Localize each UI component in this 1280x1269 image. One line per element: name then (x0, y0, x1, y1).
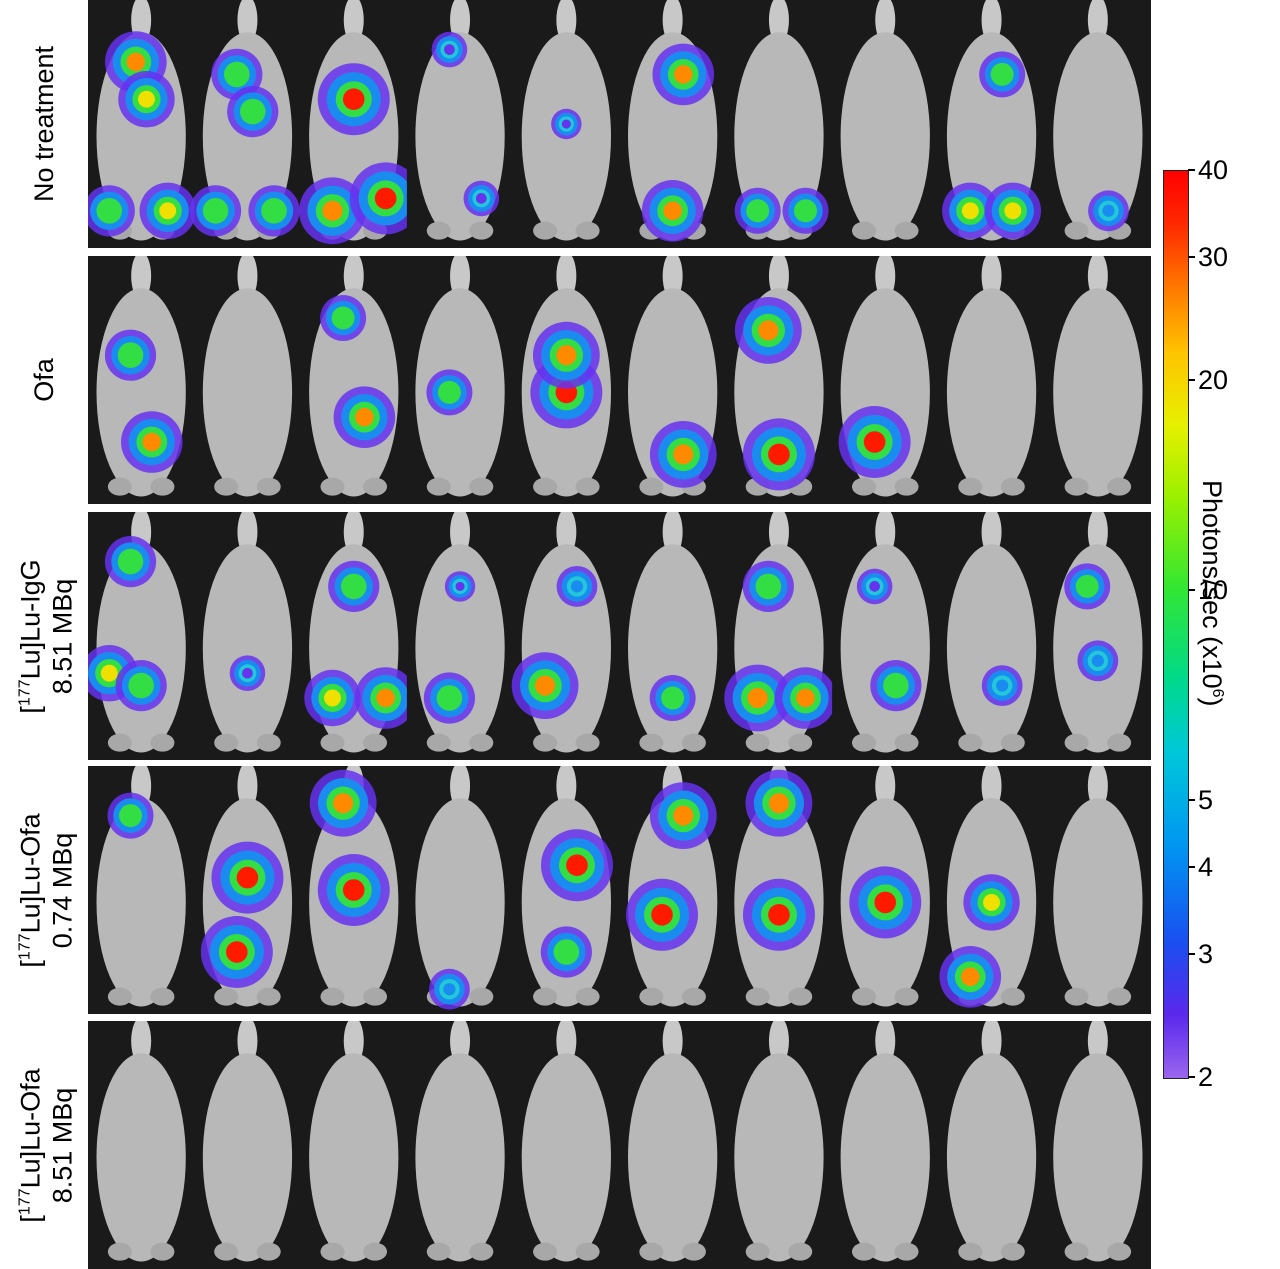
row-label-line1: [177Lu]Lu-Ofa (15, 812, 46, 968)
colorbar-tick-label: 3 (1198, 939, 1214, 970)
mouse-image (189, 0, 300, 248)
mouse-image (300, 766, 405, 1014)
row-label-lu-ofa-low: [177Lu]Lu-Ofa 0.74 MBq (0, 766, 88, 1014)
mouse-image (1044, 766, 1149, 1014)
mouse-image (832, 256, 937, 504)
image-panel-lu-ofa-high (88, 1021, 1151, 1269)
mouse-image (725, 1021, 831, 1269)
mouse-image (88, 1021, 193, 1269)
mouse-image (938, 512, 1043, 760)
mouse-image (513, 766, 618, 1014)
mouse-image (725, 256, 831, 504)
colorbar-tick (1188, 866, 1195, 869)
row-label-text: Ofa (29, 358, 59, 402)
mouse-image (406, 512, 512, 760)
colorbar-tick-label: 2 (1198, 1062, 1214, 1092)
colorbar-tick-label: 20 (1198, 364, 1229, 395)
colorbar-tick-label: 10 (1198, 574, 1229, 605)
colorbar-tick (1188, 169, 1195, 171)
mouse-image (194, 766, 299, 1014)
mouse-image (938, 766, 1043, 1014)
mouse-image (513, 1021, 618, 1269)
mouse-strip (88, 0, 1149, 248)
colorbar-tick-label: 5 (1198, 784, 1214, 815)
mouse-image (1044, 256, 1149, 504)
mouse-image (619, 0, 724, 248)
mouse-image (406, 1021, 512, 1269)
mouse-image (88, 0, 196, 248)
mouse-image (300, 1021, 405, 1269)
mouse-image (832, 766, 937, 1014)
row-label-ofa: Ofa (0, 256, 88, 504)
colorbar-tick (1188, 378, 1195, 381)
mouse-image (300, 512, 417, 760)
colorbar-tick (1188, 798, 1195, 801)
mouse-image (938, 256, 1043, 504)
mouse-image (88, 766, 193, 1014)
mouse-image (619, 1021, 724, 1269)
row-label-line2: 8.51 MBq (47, 578, 78, 694)
row-label-lu-igg: [177Lu]Lu-IgG 8.51 MBq (0, 512, 88, 760)
colorbar-tick (1188, 256, 1195, 259)
mouse-image (938, 0, 1043, 248)
mouse-image (1044, 0, 1149, 248)
mouse-image (194, 512, 299, 760)
image-panel-no-treatment (88, 0, 1151, 248)
image-panel-lu-igg (88, 512, 1151, 760)
mouse-image (88, 256, 193, 504)
colorbar-tick (1188, 588, 1195, 591)
mouse-strip (88, 512, 1149, 760)
mouse-image (832, 1021, 937, 1269)
mouse-image (725, 766, 831, 1014)
colorbar-tick (1188, 953, 1195, 956)
row-label-line1: [177Lu]Lu-Ofa (15, 1067, 46, 1223)
colorbar-tick-label: 40 (1198, 155, 1229, 185)
row-label-lu-ofa-high: [177Lu]Lu-Ofa 8.51 MBq (0, 1021, 88, 1269)
row-label-line2: 8.51 MBq (47, 1087, 78, 1203)
row-label-no-treatment: No treatment (0, 0, 88, 248)
mouse-image (300, 256, 405, 504)
mouse-image (513, 256, 618, 504)
mouse-image (88, 512, 193, 760)
mouse-strip (88, 766, 1149, 1014)
mouse-image (194, 256, 299, 504)
mouse-image (619, 256, 724, 504)
row-label-text: No treatment (29, 45, 60, 203)
mouse-strip (88, 256, 1149, 504)
image-panel-lu-ofa-low (88, 766, 1151, 1014)
mouse-image (513, 0, 618, 248)
mouse-image (406, 256, 512, 504)
mouse-image (619, 512, 724, 760)
mouse-image (938, 1021, 1043, 1269)
row-label-line1: [177Lu]Lu-IgG (15, 558, 46, 714)
mouse-image (725, 0, 831, 248)
mouse-image (724, 512, 837, 760)
row-label-line2: 0.74 MBq (47, 832, 78, 948)
colorbar-tick-label: 30 (1198, 242, 1229, 273)
image-panel-ofa (88, 256, 1151, 504)
colorbar-tick (1188, 1076, 1195, 1078)
colorbar (1163, 170, 1189, 1079)
mouse-image (406, 766, 512, 1014)
mouse-strip (88, 1021, 1149, 1269)
mouse-image (1044, 1021, 1149, 1269)
mouse-image (619, 766, 724, 1014)
colorbar-tick-label: 4 (1198, 852, 1214, 883)
mouse-image (832, 512, 937, 760)
mouse-image (1044, 512, 1149, 760)
mouse-image (511, 512, 618, 760)
mouse-image (299, 0, 422, 248)
mouse-image (194, 1021, 299, 1269)
mouse-image (406, 0, 512, 248)
mouse-image (832, 0, 937, 248)
